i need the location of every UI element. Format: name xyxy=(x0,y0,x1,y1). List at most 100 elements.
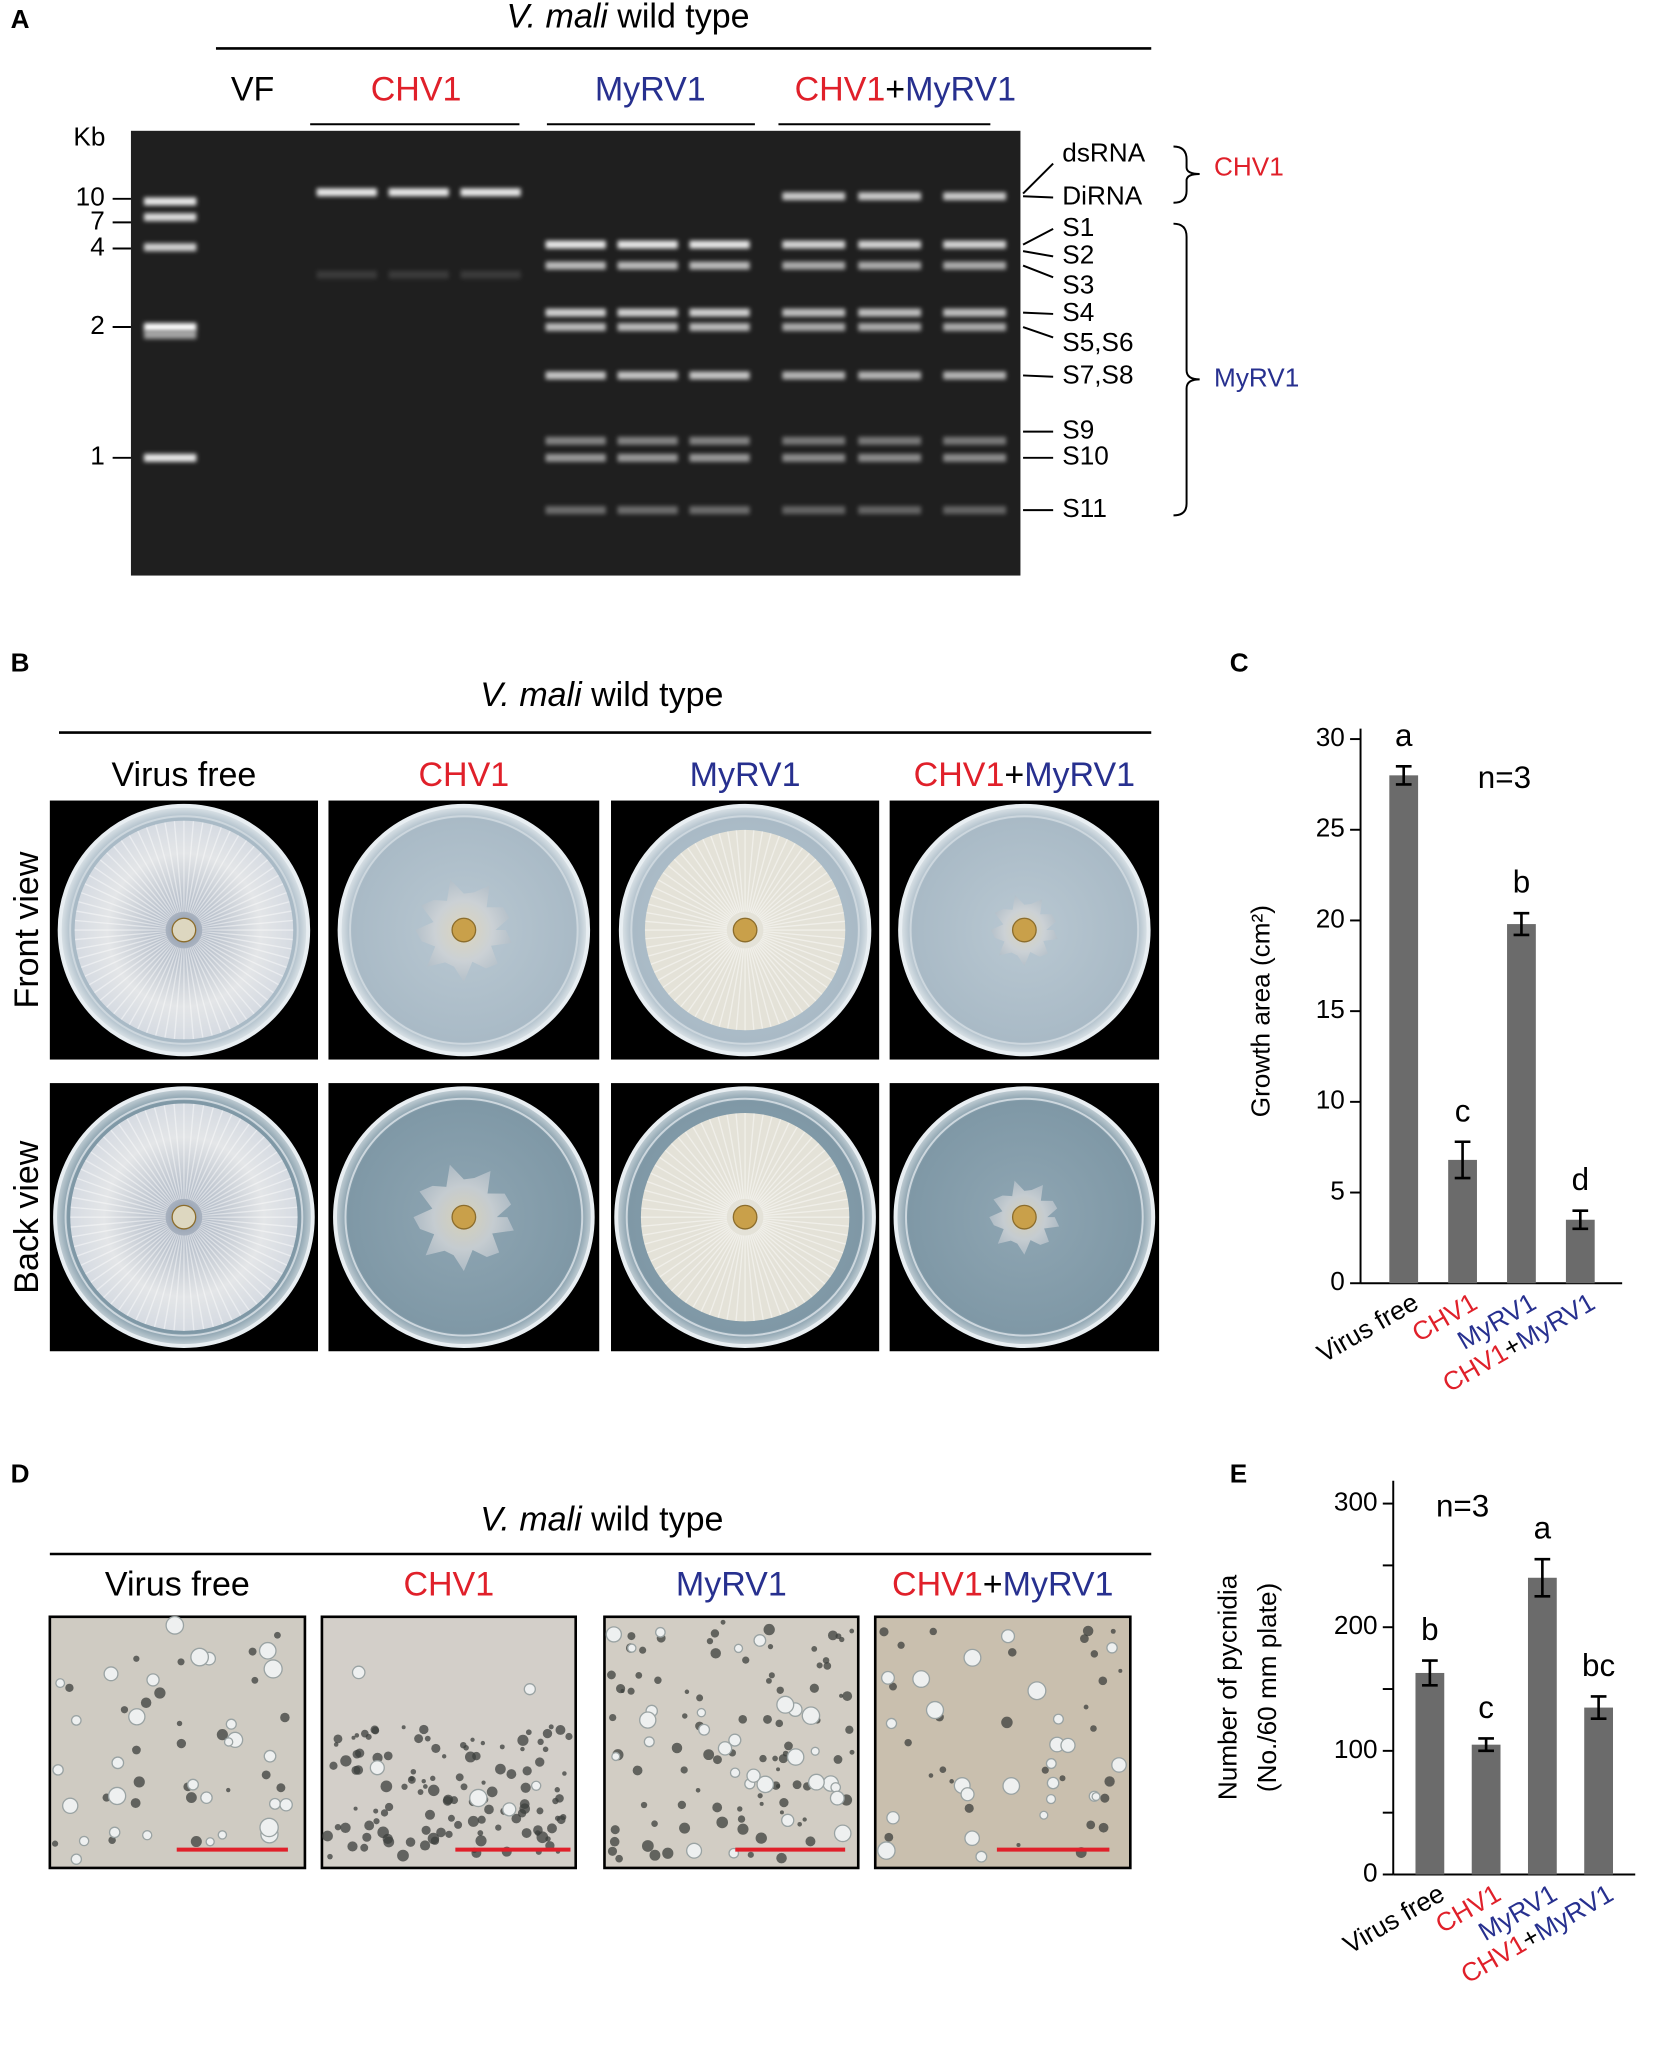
pycnidium-dark xyxy=(120,1706,129,1714)
pycnidium-dark xyxy=(1098,1676,1108,1686)
hypha xyxy=(763,920,845,930)
hypha xyxy=(186,947,204,1038)
hypha xyxy=(163,1105,182,1200)
column-label: CHV1 xyxy=(403,1566,494,1604)
pycnidium-dark xyxy=(460,1783,468,1791)
gel-band xyxy=(943,192,1007,201)
pycnidium-dark xyxy=(364,1820,375,1831)
band-label: S9 xyxy=(1062,415,1094,445)
bar xyxy=(1448,1159,1477,1284)
pycnidium-dark xyxy=(380,1809,389,1817)
gel-band xyxy=(689,308,750,317)
pycnidium-dark xyxy=(373,1808,379,1814)
panel-label: D xyxy=(11,1458,30,1488)
hypha xyxy=(90,1227,170,1283)
inoculum-plug xyxy=(451,917,477,943)
gel-band xyxy=(943,506,1007,515)
pycnidium-dark xyxy=(845,1725,854,1734)
pycnidium-dark xyxy=(805,1836,816,1847)
gel-band xyxy=(782,453,846,462)
pycnidium-dark xyxy=(964,1803,974,1813)
significance-letter: b xyxy=(1421,1612,1438,1647)
pycnidium-dark xyxy=(445,1830,453,1838)
significance-letter: c xyxy=(1455,1093,1471,1128)
hypha xyxy=(752,1233,790,1312)
hypha xyxy=(650,895,729,925)
column-label: Virus free xyxy=(111,756,256,794)
text-part: CHV1 xyxy=(892,1566,983,1604)
gel-band xyxy=(316,270,377,279)
pycnidium-dark xyxy=(216,1729,228,1741)
gel-band xyxy=(144,323,197,331)
pycnidium-dark xyxy=(737,1806,743,1812)
hypha xyxy=(760,1225,836,1270)
hypha xyxy=(200,1222,291,1257)
text-part: MyRV1 xyxy=(1214,362,1299,392)
ladder-label: 7 xyxy=(90,205,105,235)
hypha xyxy=(646,1222,729,1254)
pycnidium-light xyxy=(107,1786,127,1806)
pycnidium-dark xyxy=(401,1725,406,1730)
pycnidium-dark xyxy=(373,1818,380,1825)
pycnidium-dark xyxy=(472,1751,481,1761)
pycnidium-dark xyxy=(759,1754,767,1763)
pycnidium-light xyxy=(801,1706,821,1725)
pycnidium-dark xyxy=(929,1627,937,1636)
hypha xyxy=(201,1187,294,1214)
species: V. mali xyxy=(506,0,609,35)
hypha xyxy=(654,937,729,973)
hypha xyxy=(717,1234,741,1318)
pycnidium-light xyxy=(52,1764,64,1776)
pycnidium-dark xyxy=(703,1749,715,1761)
pycnidium-dark xyxy=(835,1633,842,1640)
hypha xyxy=(196,1136,265,1205)
text-part: MyRV1 xyxy=(905,71,1016,109)
pycnidium-light xyxy=(200,1791,213,1805)
pycnidium-dark xyxy=(554,1787,560,1793)
pycnidium-dark xyxy=(467,1815,479,1827)
gel-band xyxy=(858,308,922,317)
hypha xyxy=(191,1233,233,1321)
pycnidium-dark xyxy=(133,1655,140,1662)
pycnidium-dark xyxy=(470,1737,475,1742)
hypha xyxy=(189,947,222,1033)
pycnidium-dark xyxy=(738,1715,748,1724)
band-label: S4 xyxy=(1062,297,1094,327)
hypha xyxy=(197,941,269,1001)
hypha xyxy=(735,830,745,912)
hypha xyxy=(761,937,837,973)
hypha xyxy=(753,945,796,1018)
error-bar xyxy=(1534,1557,1551,1598)
hypha xyxy=(184,1235,195,1331)
pycnidium-dark xyxy=(347,1841,358,1852)
hypha xyxy=(198,866,274,921)
hypha xyxy=(128,835,176,915)
hypha xyxy=(80,1224,168,1266)
hypha xyxy=(664,1228,732,1285)
text-part: CHV1 xyxy=(403,1566,494,1604)
hypha xyxy=(198,1151,278,1208)
hypha xyxy=(75,919,166,930)
text-part: CHV1 xyxy=(795,71,886,109)
hypha xyxy=(763,1219,848,1236)
error-bar xyxy=(1422,1659,1438,1687)
pycnidium-dark xyxy=(809,1683,819,1693)
pycnidium-dark xyxy=(424,1735,431,1742)
hypha xyxy=(189,827,222,914)
hypha xyxy=(702,839,738,914)
pycnidium-dark xyxy=(1098,1822,1109,1833)
pycnidium-light xyxy=(753,1634,767,1647)
pycnidium-dark xyxy=(511,1813,522,1824)
hypha xyxy=(658,938,730,981)
hypha xyxy=(202,1206,298,1217)
hypha xyxy=(99,859,171,919)
gel-band xyxy=(460,270,521,279)
pycnidium-dark xyxy=(417,1789,424,1795)
hypha xyxy=(684,1231,736,1303)
hypha xyxy=(755,1231,806,1303)
pycnidium-light xyxy=(717,1741,733,1756)
pycnidium-light xyxy=(263,1659,283,1679)
hypha xyxy=(76,1177,167,1212)
pycnidium-dark xyxy=(662,1847,674,1859)
pycnidium-dark xyxy=(776,1852,787,1864)
